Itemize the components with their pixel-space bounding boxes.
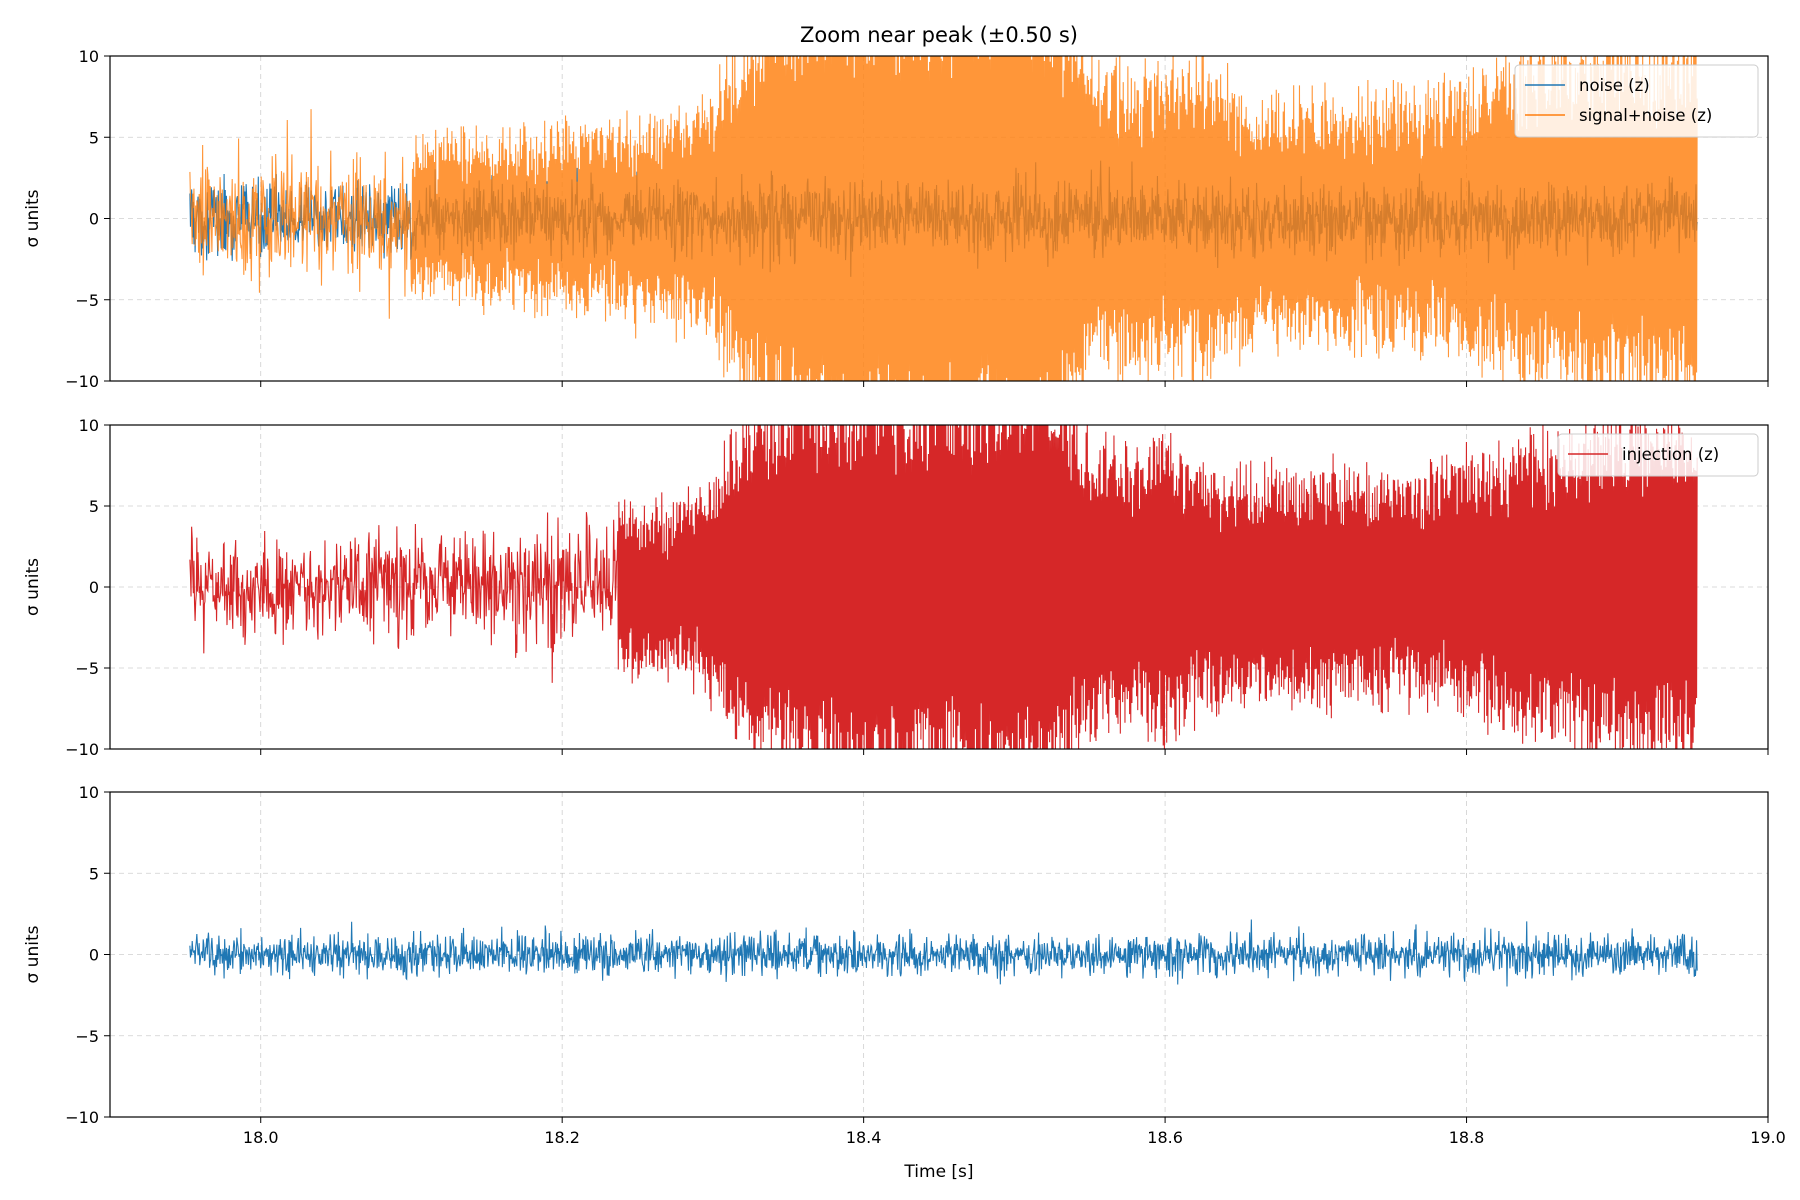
series-group-top <box>189 56 1698 381</box>
y-axis-label-bottom: σ units <box>23 925 43 983</box>
chart-title: Zoom near peak (±0.50 s) <box>800 23 1078 47</box>
y-tick-label-bottom-4: 10 <box>79 783 99 802</box>
y-tick-label-middle-1: −5 <box>75 659 99 678</box>
legend-top: noise (z) signal+noise (z) <box>1514 64 1759 138</box>
x-tick-label-0: 18.0 <box>243 1128 279 1147</box>
series-group-bottom <box>189 919 1698 987</box>
series-line-bottom-noise-z- <box>189 919 1698 987</box>
y-tick-label-middle-0: −10 <box>65 740 99 759</box>
series-line-top-signal-noise-z- <box>189 56 1698 381</box>
series-line-middle-injection-z- <box>189 425 1698 749</box>
y-tick-label-middle-4: 10 <box>79 416 99 435</box>
legend-middle: injection (z) <box>1557 433 1759 477</box>
legend-label-middle-0: injection (z) <box>1622 445 1719 464</box>
y-tick-label-bottom-0: −10 <box>65 1108 99 1127</box>
legend-box-middle <box>1557 433 1759 477</box>
panel-bottom: −10 −5 0 5 10 18.0 18.2 18.4 18.6 18.8 19.0 σ units <box>23 783 1786 1147</box>
x-axis-label: Time [s] <box>903 1162 973 1182</box>
legend-label-top-0: noise (z) <box>1579 76 1650 95</box>
y-axis-label-top: σ units <box>23 189 43 247</box>
y-tick-label-bottom-3: 5 <box>89 864 99 883</box>
y-tick-label-top-0: −10 <box>65 372 99 391</box>
y-tick-label-bottom-1: −5 <box>75 1027 99 1046</box>
x-tick-label-3: 18.6 <box>1147 1128 1183 1147</box>
y-tick-label-top-2: 0 <box>89 210 99 229</box>
y-axis-label-middle: σ units <box>23 558 43 616</box>
y-tick-label-top-3: 5 <box>89 128 99 147</box>
x-tick-label-2: 18.4 <box>846 1128 882 1147</box>
x-tick-label-5: 19.0 <box>1750 1128 1786 1147</box>
panel-top: −10 −5 0 5 10 σ units noise (z) signal+noise (z… <box>23 47 1769 391</box>
x-tick-label-1: 18.2 <box>544 1128 580 1147</box>
y-tick-label-middle-3: 5 <box>89 497 99 516</box>
y-tick-label-top-1: −5 <box>75 291 99 310</box>
y-tick-label-top-4: 10 <box>79 47 99 66</box>
legend-label-top-1: signal+noise (z) <box>1579 106 1712 125</box>
legend-box-top <box>1514 64 1759 138</box>
y-tick-label-middle-2: 0 <box>89 578 99 597</box>
x-tick-label-4: 18.8 <box>1449 1128 1485 1147</box>
y-tick-label-bottom-2: 0 <box>89 946 99 965</box>
panel-middle: −10 −5 0 5 10 σ units injection (z) <box>23 416 1769 759</box>
series-group-middle <box>189 425 1698 749</box>
